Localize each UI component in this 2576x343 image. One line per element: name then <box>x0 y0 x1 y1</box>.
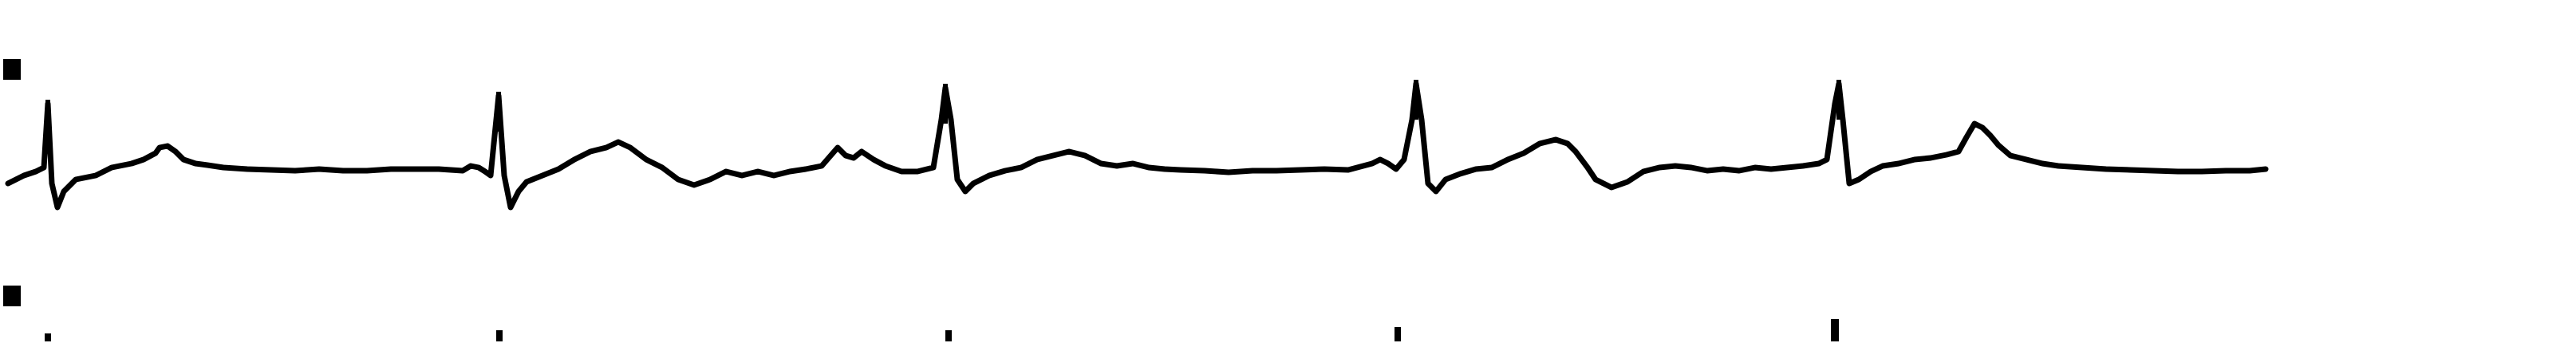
lead-1-trace <box>5 81 2269 211</box>
lead-2-marker-icon <box>3 286 21 306</box>
lead-2-beat-marker-icon <box>1831 319 1839 341</box>
lead-2-beat-marker-icon <box>496 330 503 341</box>
lead-2-beat-marker-icon <box>945 330 952 341</box>
lead-1-marker-icon <box>3 59 21 80</box>
lead-2-beat-marker-icon <box>45 333 51 341</box>
lead-2-beat-marker-icon <box>1395 327 1401 341</box>
